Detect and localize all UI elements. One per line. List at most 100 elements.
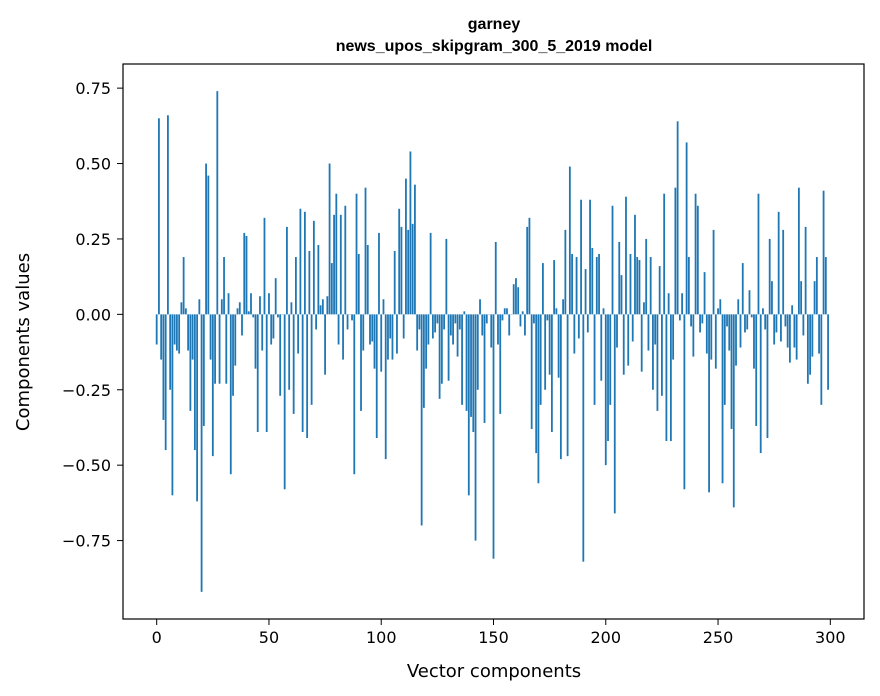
bar-component-206 [618,241,621,315]
bar-component-21 [202,314,205,426]
bar-component-24 [209,314,212,360]
y-tick-label: 0.00 [75,305,111,324]
bar-component-290 [806,314,809,384]
bar-component-23 [207,175,210,315]
bar-component-117 [418,314,421,330]
bar-component-147 [485,314,488,324]
bar-component-53 [274,278,277,315]
bar-component-224 [658,266,661,315]
bar-component-149 [490,314,493,348]
bar-component-256 [730,314,733,429]
bar-component-183 [566,314,569,457]
bar-component-129 [445,238,448,315]
bar-component-43 [252,314,255,318]
bar-component-229 [669,314,672,442]
bar-component-160 [515,278,517,315]
bar-component-112 [407,229,410,315]
bar-component-175 [548,314,551,375]
bar-component-111 [405,178,407,315]
bar-component-28 [218,314,221,384]
bar-component-19 [198,299,201,315]
x-tick-label: 100 [366,628,397,647]
bar-component-65 [301,314,304,432]
y-tick-label: 0.75 [75,79,111,98]
bar-component-212 [631,314,634,342]
y-tick-label: 0.50 [75,155,111,174]
bar-component-0 [155,314,158,345]
bar-component-131 [449,314,452,336]
bar-component-142 [474,314,477,541]
bar-component-278 [780,314,782,342]
bar-component-50 [268,293,270,315]
bar-component-13 [184,308,187,315]
bar-component-84 [344,205,347,315]
bar-component-108 [398,208,401,315]
bar-component-197 [598,254,600,315]
bar-component-113 [409,151,412,315]
bar-component-261 [741,263,744,315]
bar-component-100 [380,314,383,372]
bar-component-185 [571,254,573,315]
bar-component-5 [167,115,169,315]
bar-component-273 [768,238,771,315]
bar-component-156 [506,308,508,315]
bar-component-263 [746,314,749,330]
bar-component-122 [429,232,432,315]
bar-component-179 [557,314,560,378]
bar-component-79 [333,214,335,315]
bar-component-118 [420,314,423,526]
bar-component-115 [414,184,416,315]
bar-component-51 [270,314,273,345]
bar-component-246 [708,314,710,493]
bar-component-286 [797,187,800,315]
bar-component-124 [434,314,437,333]
bar-component-283 [791,305,794,315]
bar-component-159 [512,284,515,315]
bar-component-58 [286,226,288,315]
bar-component-189 [580,199,582,315]
bar-component-52 [272,314,275,339]
bar-component-151 [494,241,497,315]
bar-component-287 [800,281,803,315]
bar-component-32 [227,293,230,315]
bar-component-210 [627,314,630,366]
bar-component-101 [382,299,385,315]
bar-component-239 [692,314,695,357]
bar-component-34 [232,314,234,396]
bar-component-232 [676,121,679,315]
bar-component-55 [279,314,282,396]
bar-component-285 [795,314,798,360]
bar-component-296 [820,314,823,405]
bar-component-90 [357,254,360,315]
bar-component-171 [539,314,542,405]
bar-component-214 [636,257,639,315]
bar-component-63 [297,314,300,354]
bar-component-218 [645,238,648,315]
bar-series [155,91,829,592]
bar-component-190 [582,314,585,562]
bar-component-247 [710,314,713,360]
bar-component-288 [802,314,805,336]
bar-component-80 [335,193,338,315]
bar-component-49 [265,314,268,432]
bar-component-155 [503,308,506,315]
x-tick-label: 250 [703,628,734,647]
bar-component-284 [793,314,796,348]
bar-component-107 [396,314,398,354]
y-tick-label: −0.25 [62,381,111,400]
bar-component-163 [521,311,524,315]
bar-component-110 [402,314,405,339]
bar-component-199 [602,308,605,315]
bar-component-29 [220,299,223,315]
bar-component-11 [180,302,183,315]
bar-component-298 [824,257,827,315]
x-tick-label: 0 [152,628,162,647]
bar-component-264 [748,290,751,315]
bar-component-47 [261,314,264,351]
bar-component-253 [723,314,726,405]
bar-component-135 [458,314,461,330]
bar-component-119 [422,314,425,408]
bar-component-230 [672,314,675,360]
bar-component-207 [620,275,623,315]
bar-component-106 [393,251,396,315]
